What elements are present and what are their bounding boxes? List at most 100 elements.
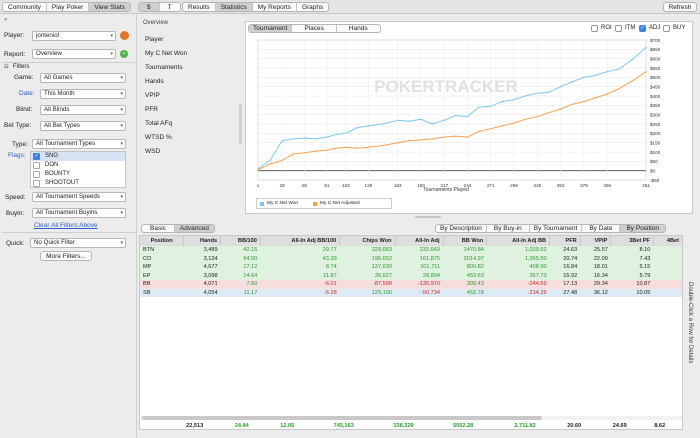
overview-item-player[interactable]: Player	[145, 36, 164, 43]
col-bb-won[interactable]: BB Won	[443, 236, 488, 246]
speed-select[interactable]: All Tournament Speeds ▾	[32, 192, 126, 202]
adj-checkbox[interactable]: ✓	[639, 25, 646, 32]
overview-item-afq[interactable]: Total AFq	[145, 120, 173, 127]
col-chips-won[interactable]: Chips Won	[339, 236, 396, 246]
itm-checkbox[interactable]	[615, 25, 622, 32]
cell-4bet	[653, 255, 682, 264]
cell-allin-adj: 28,804	[422, 272, 440, 279]
table-row[interactable]: BB 4,071 7.60 -6.01 -87,509 -135,970 309.43 -24…	[140, 280, 682, 289]
tab-by-date[interactable]: By Date	[582, 225, 621, 232]
checkbox-don[interactable]	[33, 162, 40, 169]
add-report-icon[interactable]: +	[120, 50, 128, 58]
tab-by-position[interactable]: By Position	[620, 225, 665, 232]
col-allin-bb100[interactable]: All-In Adj BB/100	[260, 236, 341, 246]
buyin-select[interactable]: All Tournament Buyins ▾	[32, 208, 126, 218]
list-item[interactable]	[31, 152, 125, 161]
collapse-left-icon[interactable]: «	[4, 17, 8, 23]
buy-checkbox[interactable]	[663, 25, 670, 32]
overview-item-vpip[interactable]: VPIP	[145, 92, 160, 99]
type-select[interactable]: All Tournament Types ▾	[32, 139, 126, 149]
more-filters-button[interactable]: More Filters...	[40, 251, 92, 261]
chevron-down-icon: ▾	[110, 33, 113, 39]
player-avatar-icon[interactable]	[120, 31, 129, 40]
tab-advanced[interactable]: Advanced	[174, 225, 214, 232]
table-row[interactable]: EP 3,098 14.64 11.87 39,627 28,804 453.63 367.7…	[140, 271, 682, 280]
point-net-adjusted	[490, 127, 492, 130]
tab-graphs[interactable]: Graphs	[301, 4, 324, 11]
col-3bet[interactable]: 3Bet PF	[610, 236, 654, 246]
y-tick-label: $700	[650, 38, 661, 43]
quick-label: Quick:	[6, 240, 25, 247]
quick-filter-select[interactable]: No Quick Filter ▾	[30, 238, 126, 248]
cell-position: SB	[143, 289, 151, 296]
overview-item-net-won[interactable]: My C Net Won	[145, 50, 188, 57]
x-tick-label: 29	[280, 183, 286, 188]
currency-dollar-button[interactable]: $	[139, 3, 160, 11]
chart-tab-tournament[interactable]: Tournament	[249, 25, 293, 32]
divider	[2, 62, 135, 63]
col-vpip[interactable]: VPIP	[580, 236, 612, 246]
cell-3bet: 10.05	[636, 289, 651, 296]
chevron-down-icon: ▾	[110, 51, 113, 57]
speed-value: All Tournament Speeds	[36, 193, 100, 200]
blind-select[interactable]: All Blinds ▾	[40, 105, 126, 115]
col-allin-adj[interactable]: All-In Adj	[395, 236, 444, 246]
point-net-won	[478, 106, 480, 108]
table-row[interactable]: SB 4,054 11.17 -5.28 129,100 -50,734 452.78 -21…	[140, 288, 682, 297]
tab-basic[interactable]: Basic	[142, 225, 175, 232]
table-row[interactable]: MP 4,677 17.12 8.74 137,630 101,711 800.82 408.…	[140, 263, 682, 272]
tab-results[interactable]: Results	[183, 3, 216, 11]
y-tick-label: $650	[650, 47, 661, 52]
tab-my-reports[interactable]: My Reports	[253, 3, 297, 11]
tab-view-stats[interactable]: View Stats	[89, 3, 130, 11]
col-4bet[interactable]: 4Bet	[653, 236, 682, 246]
overview-item-tournaments[interactable]: Tournaments	[145, 64, 183, 71]
col-position[interactable]: Position	[140, 236, 185, 246]
report-select[interactable]: Overview ▾	[32, 49, 116, 59]
bettype-select[interactable]: All Bet Types ▾	[40, 121, 126, 131]
point-net-adjusted	[420, 139, 422, 141]
currency-tournament-button[interactable]: T	[167, 4, 172, 11]
x-tick-label: 325	[534, 183, 542, 188]
flag-label-sng: SNG	[45, 153, 59, 159]
refresh-button[interactable]: Refresh	[663, 2, 697, 12]
point-net-adjusted	[536, 115, 539, 118]
player-select[interactable]: jonteniol ▾	[32, 31, 116, 41]
chart-tab-places[interactable]: Places	[292, 25, 337, 32]
scrollbar-thumb[interactable]	[142, 416, 542, 420]
clear-filters-link[interactable]: Clear All Filters Above	[34, 222, 98, 229]
tab-by-buyin[interactable]: By Buy-in	[487, 225, 530, 232]
speed-label: Speed:	[5, 194, 26, 201]
game-select[interactable]: All Games ▾	[40, 73, 126, 83]
col-hands[interactable]: Hands	[183, 236, 222, 246]
col-allin-adj-bb[interactable]: All-In Adj BB	[486, 236, 551, 246]
date-select[interactable]: This Month ▾	[40, 89, 126, 99]
tab-statistics[interactable]: Statistics	[215, 3, 253, 11]
chart-tab-hands[interactable]: Hands	[348, 25, 368, 32]
checkbox-sng[interactable]: ✓	[33, 153, 40, 160]
checkbox-bounty[interactable]	[33, 171, 40, 178]
point-net-won	[315, 138, 317, 140]
overview-scrollbar[interactable]	[239, 104, 242, 144]
cell-pfr: 17.13	[563, 281, 578, 288]
total-allin-adj: 338,329	[393, 423, 414, 430]
tab-by-tournament[interactable]: By Tournament	[530, 225, 583, 232]
overview-item-wtsd[interactable]: WTSD %	[145, 134, 172, 141]
checkbox-shootout[interactable]	[33, 180, 40, 187]
roi-checkbox[interactable]	[591, 25, 598, 32]
horizontal-scrollbar[interactable]	[140, 416, 682, 420]
filters-collapse-icon[interactable]: ⊟	[4, 64, 9, 70]
overview-item-pfr[interactable]: PFR	[145, 106, 158, 113]
tab-community[interactable]: Community	[3, 3, 47, 11]
tab-by-description[interactable]: By Description	[436, 225, 487, 232]
table-row[interactable]: BTN 3,489 42.15 29.77 329,663 232,643 1470.84 1…	[140, 246, 682, 255]
flag-label-don: DON	[45, 162, 59, 168]
overview-item-hands[interactable]: Hands	[145, 78, 164, 85]
col-bb100[interactable]: BB/100	[220, 236, 261, 246]
splitter-handle[interactable]	[415, 216, 441, 218]
col-pfr[interactable]: PFR	[549, 236, 581, 246]
point-net-won	[292, 138, 295, 140]
table-row[interactable]: CO 3,124 64.50 43.39 196,652 161,875 2014.97 1,…	[140, 254, 682, 264]
tab-play-poker[interactable]: Play Poker	[47, 3, 90, 11]
overview-item-wsd[interactable]: WSD	[145, 148, 161, 155]
